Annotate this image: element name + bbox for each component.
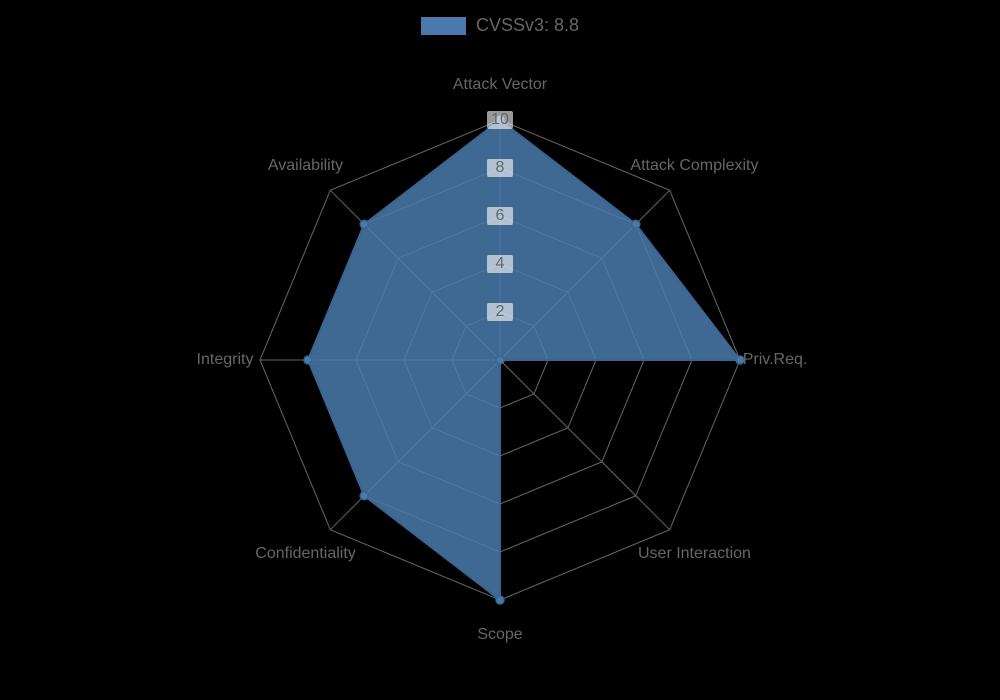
axis-label: Availability — [268, 157, 343, 175]
radial-tick-label: 10 — [487, 111, 513, 129]
radial-tick-label: 4 — [487, 255, 513, 273]
axis-label: Confidentiality — [255, 545, 356, 563]
axis-label: Integrity — [197, 351, 254, 369]
legend-item: CVSSv3: 8.8 — [421, 15, 579, 36]
legend-swatch — [421, 17, 466, 35]
axis-label: Attack Complexity — [630, 157, 758, 175]
legend-label: CVSSv3: 8.8 — [476, 15, 579, 36]
axis-label: Scope — [477, 626, 522, 644]
axis-label: Priv.Req. — [743, 351, 808, 369]
radial-tick-label: 2 — [487, 303, 513, 321]
radar-chart-svg — [0, 0, 1000, 700]
radial-tick-label: 8 — [487, 159, 513, 177]
chart-legend: CVSSv3: 8.8 — [0, 15, 1000, 40]
axis-label: User Interaction — [638, 545, 751, 563]
radial-tick-label: 6 — [487, 207, 513, 225]
axis-label: Attack Vector — [453, 76, 547, 94]
radar-chart-container: CVSSv3: 8.8 2 4 6 8 10 Attack Vector Attack Co… — [0, 0, 1000, 700]
